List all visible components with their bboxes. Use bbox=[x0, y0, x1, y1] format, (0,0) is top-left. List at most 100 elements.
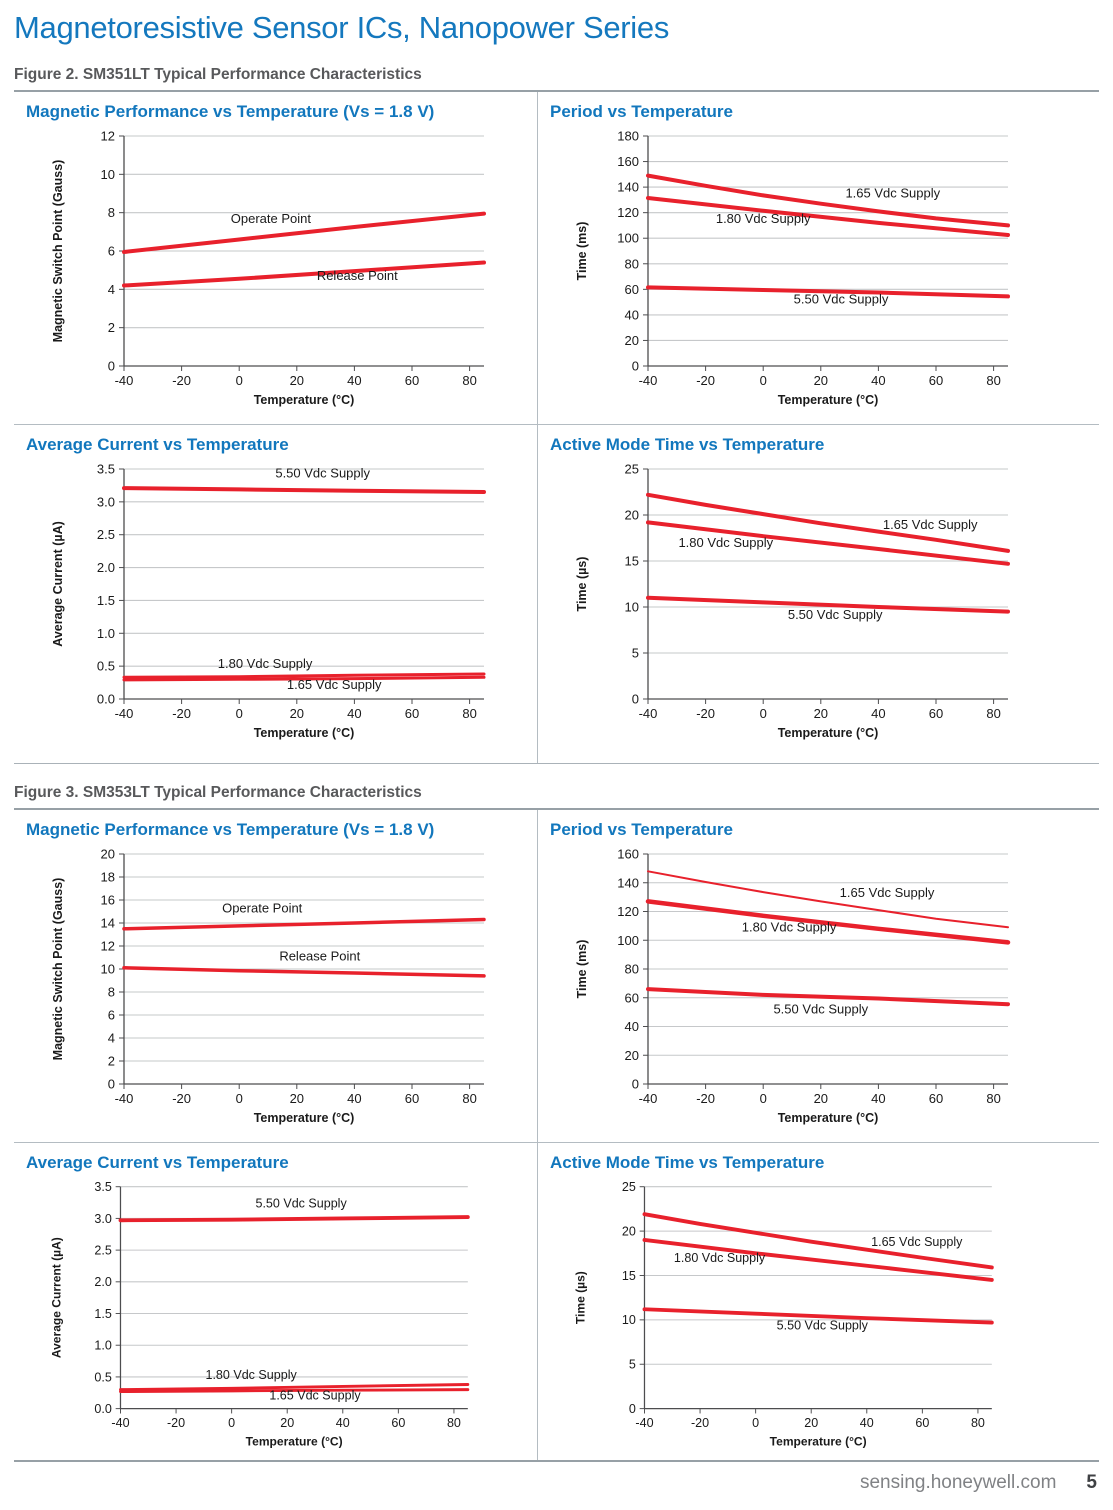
svg-text:40: 40 bbox=[871, 1091, 885, 1106]
svg-text:-20: -20 bbox=[696, 373, 715, 388]
svg-text:40: 40 bbox=[860, 1416, 874, 1430]
svg-text:Release Point: Release Point bbox=[279, 948, 360, 963]
svg-text:Average Current (µA): Average Current (µA) bbox=[50, 1237, 64, 1358]
svg-text:0: 0 bbox=[236, 1091, 243, 1106]
svg-text:16: 16 bbox=[101, 893, 115, 908]
magnetic-performance-chart-sm353: 0 2 4 6 8 10 12 14 16 18 20 -40 -20 0 20 40 60 80 Operate … bbox=[51, 847, 486, 1125]
svg-text:0.0: 0.0 bbox=[97, 692, 115, 707]
svg-text:40: 40 bbox=[347, 1091, 361, 1106]
svg-text:20: 20 bbox=[290, 1091, 304, 1106]
svg-text:60: 60 bbox=[929, 1091, 943, 1106]
svg-text:100: 100 bbox=[617, 933, 639, 948]
svg-text:10: 10 bbox=[622, 1313, 636, 1327]
svg-text:2.0: 2.0 bbox=[94, 1275, 111, 1289]
svg-text:5.50 Vdc Supply: 5.50 Vdc Supply bbox=[777, 1319, 869, 1333]
svg-text:40: 40 bbox=[336, 1416, 350, 1430]
svg-text:3.5: 3.5 bbox=[94, 1180, 111, 1194]
svg-text:1.5: 1.5 bbox=[94, 1307, 111, 1321]
svg-text:1.5: 1.5 bbox=[97, 593, 115, 608]
svg-text:-20: -20 bbox=[167, 1416, 185, 1430]
svg-text:1.65 Vdc Supply: 1.65 Vdc Supply bbox=[269, 1389, 361, 1403]
svg-text:Time (ms): Time (ms) bbox=[575, 222, 589, 281]
svg-text:Average Current (µA): Average Current (µA) bbox=[51, 521, 65, 647]
svg-text:120: 120 bbox=[617, 205, 639, 220]
page-number: 5 bbox=[1086, 1472, 1097, 1493]
svg-text:-40: -40 bbox=[639, 706, 658, 721]
svg-text:-20: -20 bbox=[172, 1091, 191, 1106]
chart-cell-active-mode-time-sm351: Active Mode Time vs Temperature 0 5 10 15 20… bbox=[538, 425, 1099, 763]
svg-text:Time (µs): Time (µs) bbox=[574, 1271, 588, 1324]
svg-text:60: 60 bbox=[929, 706, 943, 721]
chart-title: Period vs Temperature bbox=[550, 102, 733, 121]
svg-text:80: 80 bbox=[625, 256, 639, 271]
svg-text:0: 0 bbox=[228, 1416, 235, 1430]
svg-text:1.80 Vdc Supply: 1.80 Vdc Supply bbox=[742, 920, 837, 935]
figure-2-chart-grid: Magnetic Performance vs Temperature (Vs … bbox=[14, 90, 1099, 764]
chart-cell-period-sm353: Period vs Temperature 0 20 40 60 80 100 120 140… bbox=[538, 810, 1099, 1143]
svg-text:10: 10 bbox=[625, 600, 639, 615]
figure-2-caption: Figure 2. SM351LT Typical Performance Ch… bbox=[14, 66, 422, 83]
svg-text:5.50 Vdc Supply: 5.50 Vdc Supply bbox=[255, 1197, 347, 1211]
svg-text:-40: -40 bbox=[639, 373, 658, 388]
svg-text:Release Point: Release Point bbox=[317, 268, 398, 283]
svg-text:0: 0 bbox=[760, 1091, 767, 1106]
chart-title: Magnetic Performance vs Temperature (Vs … bbox=[26, 820, 435, 839]
svg-text:60: 60 bbox=[391, 1416, 405, 1430]
svg-text:6: 6 bbox=[108, 1008, 115, 1023]
svg-text:20: 20 bbox=[101, 847, 115, 862]
svg-text:0: 0 bbox=[760, 706, 767, 721]
chart-cell-period-sm351: Period vs Temperature 0 20 40 60 80 100 120 140… bbox=[538, 92, 1099, 425]
svg-text:2: 2 bbox=[108, 320, 115, 335]
footer-website-link[interactable]: sensing.honeywell.com bbox=[859, 1472, 1057, 1493]
period-chart-sm351: 0 20 40 60 80 100 120 140 160 180 -40 -20 0 20 40 60 80 1… bbox=[575, 129, 1010, 407]
svg-text:1.80 Vdc Supply: 1.80 Vdc Supply bbox=[205, 1368, 297, 1382]
chart-title: Average Current vs Temperature bbox=[26, 435, 289, 454]
svg-text:20: 20 bbox=[804, 1416, 818, 1430]
svg-text:1.80 Vdc Supply: 1.80 Vdc Supply bbox=[678, 535, 773, 550]
svg-text:40: 40 bbox=[625, 1019, 639, 1034]
svg-text:Temperature (°C): Temperature (°C) bbox=[770, 1434, 867, 1448]
svg-text:Temperature (°C): Temperature (°C) bbox=[254, 393, 355, 407]
svg-text:4: 4 bbox=[108, 1031, 115, 1046]
svg-text:-20: -20 bbox=[172, 373, 191, 388]
svg-text:40: 40 bbox=[347, 373, 361, 388]
svg-text:5.50 Vdc Supply: 5.50 Vdc Supply bbox=[794, 291, 889, 306]
chart-title: Active Mode Time vs Temperature bbox=[550, 1153, 825, 1172]
svg-text:Magnetic Switch Point (Gauss): Magnetic Switch Point (Gauss) bbox=[51, 160, 65, 343]
magnetic-performance-chart-sm351: 0 2 4 6 8 10 12 -40 -20 0 20 40 60 80 Operate Point Rel… bbox=[51, 129, 486, 407]
chart-cell-magnetic-performance-sm353: Magnetic Performance vs Temperature (Vs … bbox=[14, 810, 538, 1143]
svg-text:20: 20 bbox=[290, 373, 304, 388]
active-mode-time-chart-sm353: 0 5 10 15 20 25 -40 -20 0 20 40 60 80 1.65 Vdc Supply… bbox=[574, 1180, 994, 1448]
svg-text:15: 15 bbox=[625, 554, 639, 569]
svg-text:-20: -20 bbox=[691, 1416, 709, 1430]
svg-text:1.0: 1.0 bbox=[97, 626, 115, 641]
svg-text:-40: -40 bbox=[115, 706, 134, 721]
svg-text:1.65 Vdc Supply: 1.65 Vdc Supply bbox=[883, 517, 978, 532]
datasheet-page: Magnetoresistive Sensor ICs, Nanopower S… bbox=[0, 10, 1113, 1494]
svg-text:1.65 Vdc Supply: 1.65 Vdc Supply bbox=[287, 677, 382, 692]
svg-text:80: 80 bbox=[462, 1091, 476, 1106]
svg-text:Operate Point: Operate Point bbox=[222, 901, 303, 916]
svg-text:140: 140 bbox=[617, 180, 639, 195]
chart-cell-active-mode-time-sm353: Active Mode Time vs Temperature 0 5 10 15 20… bbox=[538, 1143, 1099, 1460]
svg-text:20: 20 bbox=[622, 1224, 636, 1238]
svg-text:10: 10 bbox=[101, 962, 115, 977]
svg-text:80: 80 bbox=[462, 373, 476, 388]
svg-text:4: 4 bbox=[108, 282, 115, 297]
svg-text:2.5: 2.5 bbox=[97, 527, 115, 542]
svg-text:5: 5 bbox=[632, 646, 639, 661]
svg-text:80: 80 bbox=[986, 706, 1000, 721]
svg-text:15: 15 bbox=[622, 1269, 636, 1283]
svg-text:0: 0 bbox=[632, 359, 639, 374]
svg-text:80: 80 bbox=[462, 706, 476, 721]
svg-text:60: 60 bbox=[405, 373, 419, 388]
svg-text:2: 2 bbox=[108, 1054, 115, 1069]
svg-text:25: 25 bbox=[622, 1180, 636, 1194]
svg-text:20: 20 bbox=[280, 1416, 294, 1430]
chart-cell-average-current-sm353: Average Current vs Temperature 0.0 0.5 1.0… bbox=[14, 1143, 538, 1460]
svg-text:-40: -40 bbox=[111, 1416, 129, 1430]
svg-text:0: 0 bbox=[236, 373, 243, 388]
svg-text:8: 8 bbox=[108, 985, 115, 1000]
svg-text:-20: -20 bbox=[696, 1091, 715, 1106]
svg-text:-40: -40 bbox=[115, 1091, 134, 1106]
